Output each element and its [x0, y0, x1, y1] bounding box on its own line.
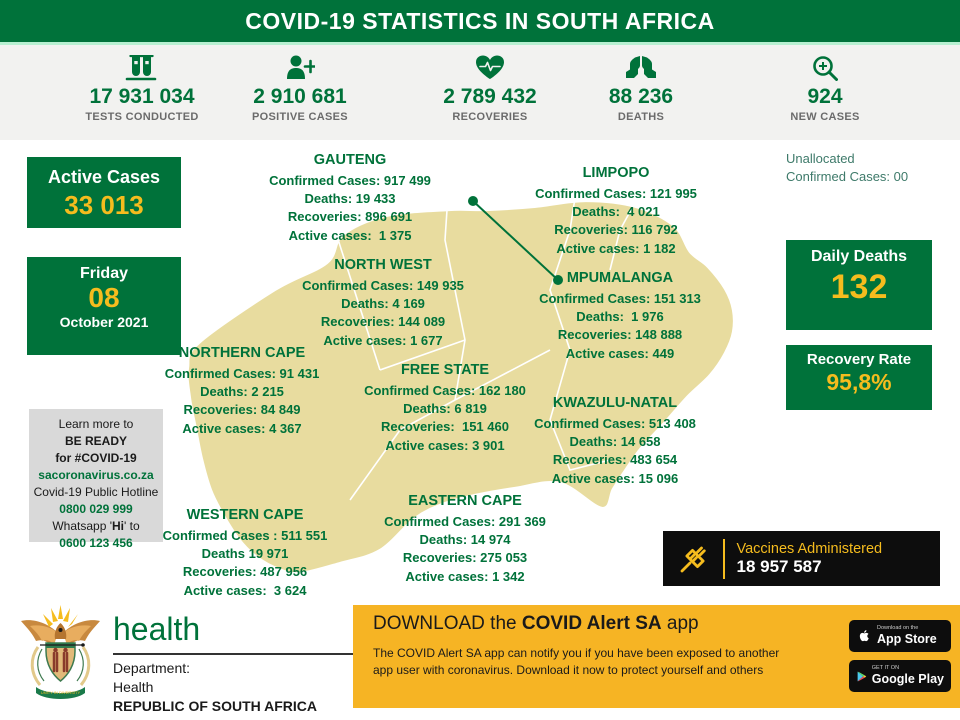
svg-text:UNITY IN DIVERSITY: UNITY IN DIVERSITY — [41, 690, 81, 695]
